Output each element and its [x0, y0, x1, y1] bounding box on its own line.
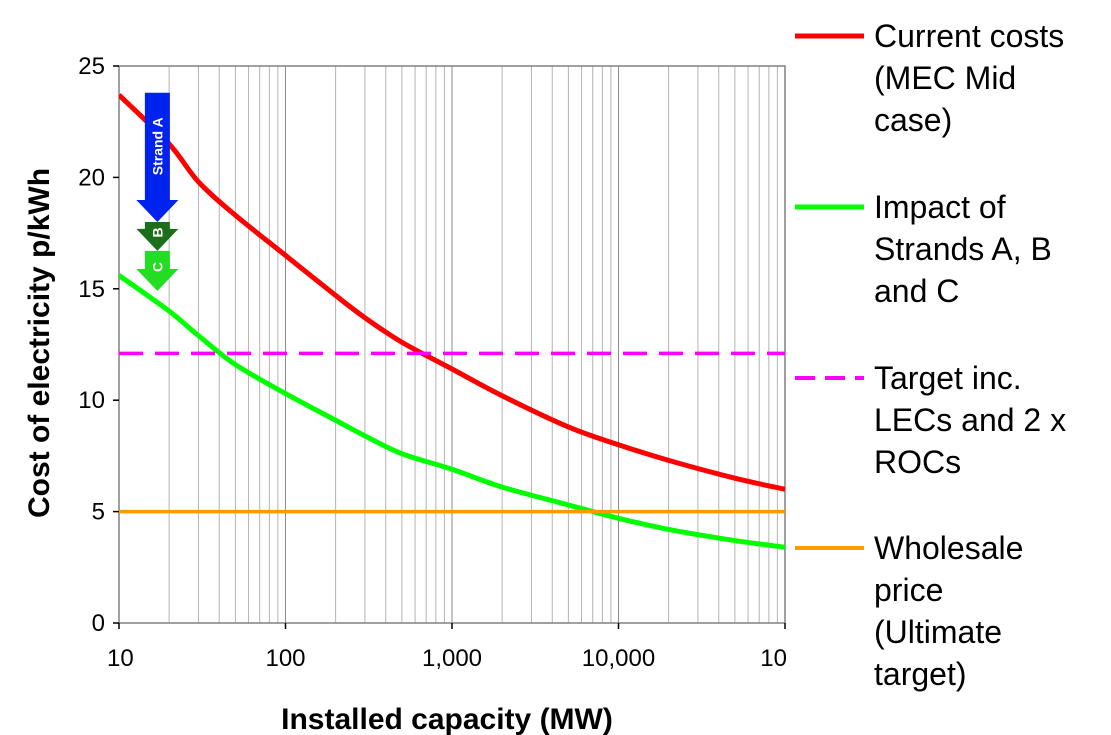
x-tick-label: 10,000	[582, 645, 655, 672]
y-axis-title: Cost of electricity p/kWh	[23, 168, 56, 518]
legend-label: LECs and 2 x	[874, 402, 1066, 438]
tick-labels: 0 5 10 15 20 25 10 100 1,000 10,000 10	[78, 53, 787, 672]
legend-label: case)	[874, 102, 952, 138]
legend-label: ROCs	[874, 444, 961, 480]
legend-label: Wholesale	[874, 530, 1023, 566]
plot-frame	[113, 65, 786, 629]
strand-arrow-label: Strand A	[149, 117, 165, 175]
x-tick-label: 1,000	[422, 645, 482, 672]
strand-arrows: Strand A B C	[136, 92, 179, 292]
strand-arrow-label: B	[149, 227, 165, 237]
y-tick-label: 5	[92, 499, 105, 526]
x-tick-label: 10	[107, 645, 134, 672]
y-tick-label: 0	[92, 610, 105, 637]
x-axis-title: Installed capacity (MW)	[281, 703, 613, 735]
legend-label: Target inc.	[874, 360, 1022, 396]
legend-label: (Ultimate	[874, 614, 1002, 650]
strand-arrow-1	[136, 92, 179, 222]
series-lines	[119, 93, 785, 550]
legend: Current costs (MEC Mid case) Impact of Stran…	[795, 18, 1066, 692]
legend-label: price	[874, 572, 943, 608]
series-line-1	[119, 93, 785, 492]
strand-arrow-3	[136, 250, 179, 292]
y-tick-label: 10	[78, 387, 105, 414]
strand-arrow-label: C	[149, 262, 165, 272]
grid-lines	[168, 66, 778, 623]
legend-label: and C	[874, 273, 959, 309]
legend-label: (MEC Mid	[874, 60, 1016, 96]
y-tick-label: 15	[78, 276, 105, 303]
legend-label: Current costs	[874, 18, 1064, 54]
x-tick-label: 100	[265, 645, 305, 672]
series-line-2	[119, 273, 785, 550]
y-tick-label: 25	[78, 53, 105, 80]
legend-label: Strands A, B	[874, 231, 1052, 267]
strand-arrow-2	[136, 221, 179, 251]
legend-label: target)	[874, 656, 966, 692]
x-tick-label: 10	[760, 645, 787, 672]
legend-label: Impact of	[874, 189, 1006, 225]
y-tick-label: 20	[78, 164, 105, 191]
